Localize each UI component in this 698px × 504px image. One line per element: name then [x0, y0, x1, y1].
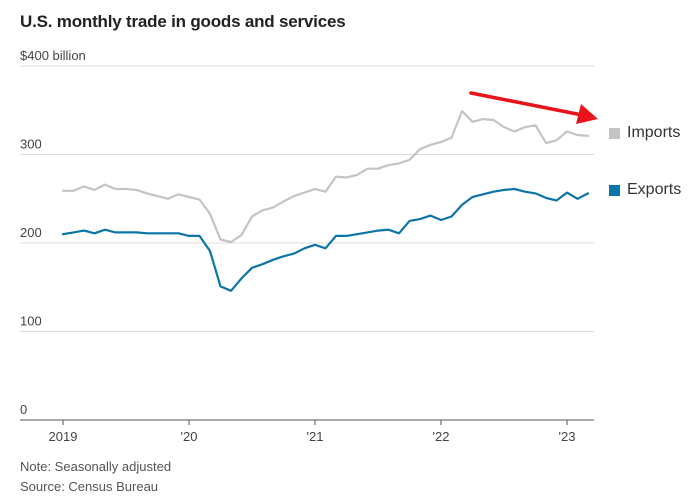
- arrow-shaft: [469, 91, 584, 117]
- y-tick-label: $400 billion: [20, 48, 86, 63]
- y-axis-ticks: $400 billion 300 200 100 0: [20, 48, 86, 417]
- y-tick-label: 100: [20, 314, 42, 329]
- legend-label-exports: Exports: [627, 181, 682, 198]
- arrow-head-icon: [576, 104, 598, 124]
- series-line-imports: [61, 109, 590, 244]
- legend-item-imports: Imports: [609, 124, 680, 142]
- x-tick-label: 2019: [49, 429, 78, 444]
- x-tick-label: '21: [307, 429, 324, 444]
- y-tick-label: 200: [20, 225, 42, 240]
- legend-label-imports: Imports: [627, 124, 681, 141]
- exports-swatch-icon: [609, 184, 620, 196]
- series-line-exports: [61, 187, 590, 292]
- imports-swatch-icon: [609, 127, 620, 139]
- chart-title: U.S. monthly trade in goods and services: [20, 12, 346, 31]
- x-tick-label: '22: [433, 429, 450, 444]
- x-tick-label: '23: [559, 429, 576, 444]
- x-tick-label: '20: [181, 429, 198, 444]
- y-tick-label: 300: [20, 137, 42, 152]
- x-axis: 2019 '20 '21 '22 '23: [20, 419, 594, 444]
- trend-arrow-annotation: [469, 91, 598, 124]
- footer-note: Note: Seasonally adjusted: [20, 459, 172, 474]
- series-lines: [61, 109, 590, 292]
- legend-item-exports: Exports: [609, 181, 681, 199]
- footer-source: Source: Census Bureau: [20, 479, 159, 494]
- y-tick-label: 0: [20, 402, 27, 417]
- gridlines: [20, 65, 594, 332]
